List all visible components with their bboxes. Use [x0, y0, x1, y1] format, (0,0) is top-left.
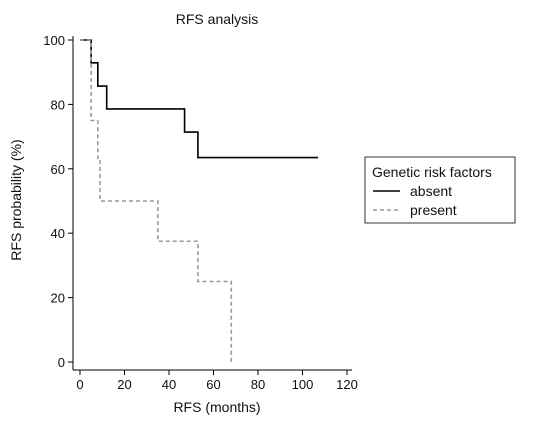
legend-label-absent: absent: [410, 183, 452, 199]
legend-label-present: present: [410, 202, 457, 218]
y-tick-label: 0: [58, 355, 65, 370]
y-tick-label: 100: [43, 33, 65, 48]
y-tick-label: 60: [51, 162, 65, 177]
legend: Genetic risk factors absent present: [364, 156, 516, 224]
chart-title: RFS analysis: [176, 11, 258, 27]
x-tick-label: 60: [206, 377, 220, 392]
legend-title: Genetic risk factors: [372, 164, 492, 180]
plot-area: [80, 39, 319, 362]
x-tick-label: 0: [76, 377, 83, 392]
series-line-absent: [80, 39, 319, 159]
y-tick-label: 40: [51, 226, 65, 241]
y-tick-label: 80: [51, 97, 65, 112]
legend-box: [364, 156, 516, 224]
x-tick-label: 100: [292, 377, 314, 392]
x-tick-label: 120: [336, 377, 358, 392]
x-axis-label: RFS (months): [173, 399, 260, 415]
y-axis-label: RFS probability (%): [8, 139, 24, 260]
axes: 0 20 40 60 80 100 120 0 20 40 60 80 100: [43, 33, 358, 392]
x-tick-label: 20: [117, 377, 131, 392]
series-line-present: [80, 39, 233, 362]
y-tick-label: 20: [51, 291, 65, 306]
x-tick-label: 40: [162, 377, 176, 392]
x-tick-label: 80: [251, 377, 265, 392]
